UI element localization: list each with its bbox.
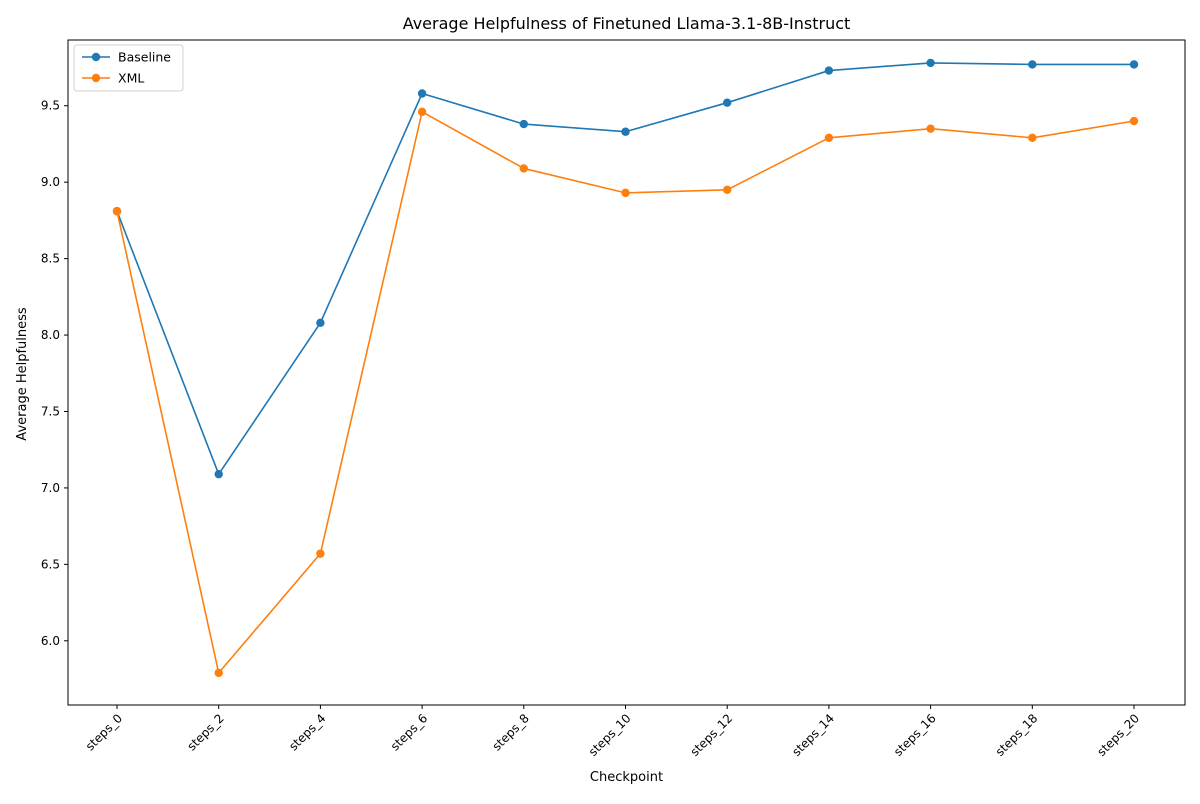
x-tick-label: steps_12 — [688, 711, 736, 759]
data-point — [824, 66, 834, 75]
data-point — [1028, 133, 1037, 143]
plot-area — [67, 39, 1186, 706]
y-tick-label: 9.0 — [41, 175, 60, 189]
y-tick-label: 6.5 — [41, 557, 60, 571]
data-point — [112, 207, 122, 216]
legend-marker — [91, 73, 101, 83]
y-tick-label: 8.0 — [41, 328, 60, 342]
legend-marker — [91, 52, 101, 62]
x-tick-label: steps_10 — [586, 711, 634, 759]
x-tick-label: steps_16 — [891, 711, 939, 759]
x-tick-label: steps_2 — [185, 711, 227, 753]
data-point — [417, 107, 427, 117]
data-point — [1028, 60, 1037, 69]
x-tick-label: steps_14 — [789, 711, 837, 759]
y-axis-label: Average Helpfulness — [15, 307, 30, 441]
data-point — [926, 58, 935, 68]
series-baseline — [112, 58, 1139, 479]
data-point — [723, 98, 732, 107]
y-tick-label: 7.5 — [41, 404, 60, 418]
chart-title: Average Helpfulness of Finetuned Llama-3… — [403, 14, 851, 33]
x-tick-label: steps_20 — [1094, 711, 1142, 759]
data-point — [316, 318, 325, 328]
data-point — [1129, 60, 1139, 69]
data-point — [519, 164, 528, 173]
y-axis: 6.0 6.5 7.0 7.5 8.0 8.5 9.0 9.5 — [41, 99, 68, 648]
series-layer — [112, 58, 1139, 678]
legend-label: Baseline — [118, 50, 171, 65]
data-point — [519, 119, 528, 129]
data-point — [723, 185, 732, 195]
series-line — [116, 62, 1134, 475]
x-tick-label: steps_8 — [490, 711, 532, 753]
data-point — [417, 89, 427, 98]
legend-label: XML — [118, 71, 144, 86]
x-tick-label: steps_18 — [993, 711, 1041, 759]
data-point — [824, 133, 834, 143]
y-tick-label: 6.0 — [41, 634, 60, 648]
legend-item: XML — [82, 71, 144, 86]
data-point — [926, 124, 935, 133]
data-point — [621, 127, 630, 136]
legend-item: Baseline — [82, 50, 171, 65]
x-axis: steps_0 steps_2 steps_4 steps_6 steps_8 steps… — [83, 705, 1142, 759]
series-xml — [112, 107, 1139, 678]
data-point — [621, 188, 630, 198]
data-point — [214, 668, 223, 678]
x-tick-label: steps_4 — [286, 711, 328, 753]
x-tick-label: steps_0 — [83, 711, 125, 753]
y-tick-label: 9.5 — [41, 99, 60, 113]
plot-frame — [67, 39, 1186, 706]
data-point — [1129, 116, 1139, 126]
x-tick-label: steps_6 — [388, 711, 430, 753]
legend: Baseline XML — [73, 44, 184, 92]
y-tick-label: 7.0 — [41, 481, 60, 495]
y-tick-label: 8.5 — [41, 252, 60, 266]
x-axis-label: Checkpoint — [590, 770, 663, 785]
data-point — [316, 549, 325, 558]
data-point — [214, 469, 223, 479]
